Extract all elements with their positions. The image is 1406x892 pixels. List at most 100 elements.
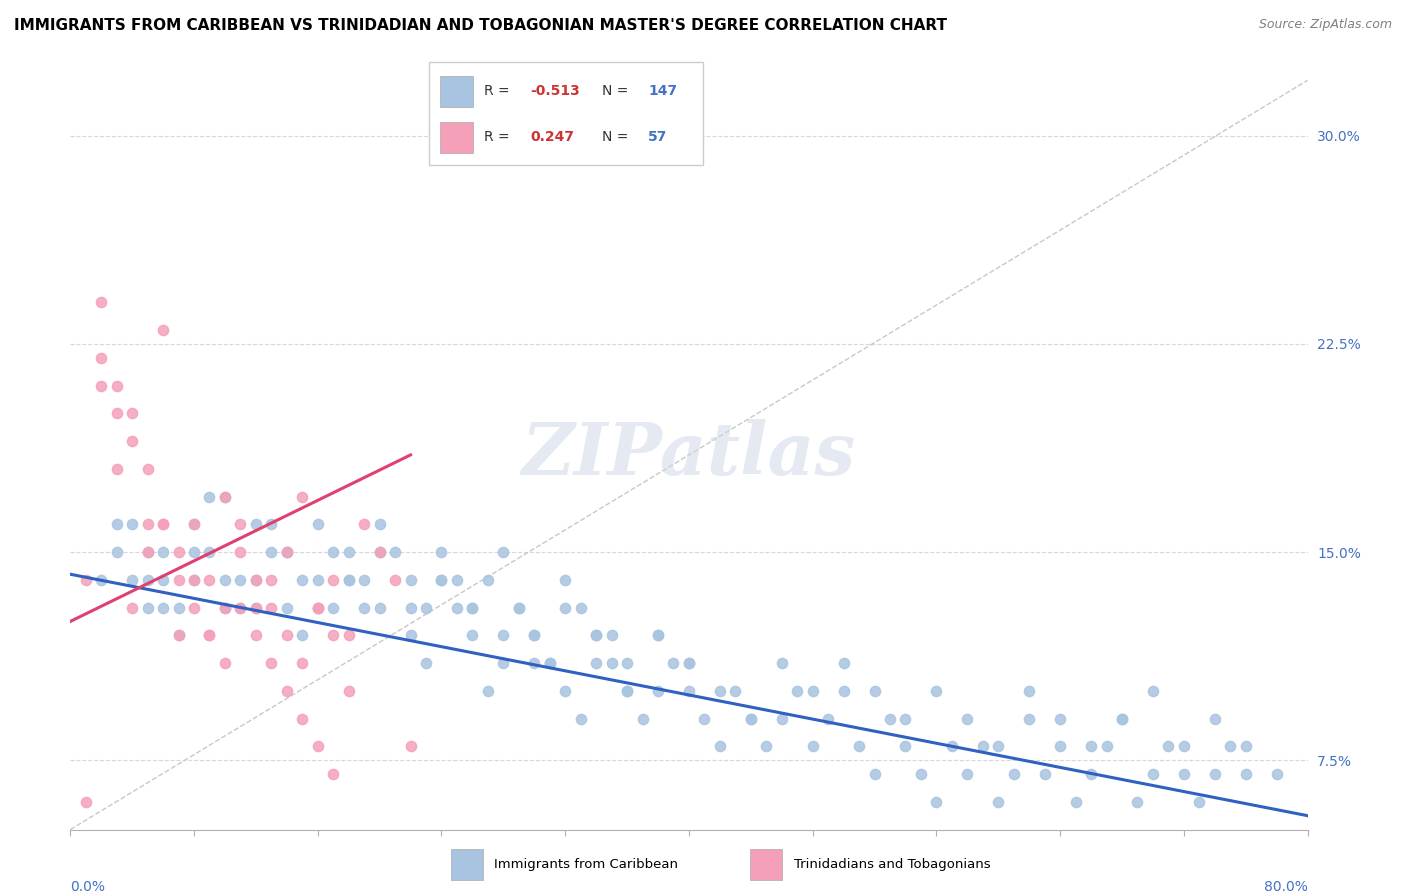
- Point: [430, 573, 453, 587]
- Point: [523, 656, 546, 670]
- Point: [1064, 795, 1087, 809]
- Point: [863, 767, 886, 781]
- Point: [616, 683, 638, 698]
- Text: N =: N =: [602, 84, 633, 98]
- Point: [245, 573, 267, 587]
- Point: [569, 600, 592, 615]
- Point: [198, 545, 221, 559]
- Point: [1018, 712, 1040, 726]
- Point: [492, 656, 515, 670]
- Point: [136, 545, 159, 559]
- Point: [276, 628, 298, 642]
- Point: [229, 545, 252, 559]
- Point: [291, 490, 314, 504]
- Point: [167, 573, 190, 587]
- Point: [105, 378, 128, 392]
- Point: [214, 573, 236, 587]
- Point: [1173, 739, 1195, 754]
- Point: [461, 600, 484, 615]
- Point: [322, 767, 344, 781]
- Point: [1049, 739, 1071, 754]
- Text: R =: R =: [484, 84, 513, 98]
- Point: [538, 656, 561, 670]
- Point: [368, 517, 391, 532]
- Point: [152, 323, 174, 337]
- Text: N =: N =: [602, 130, 633, 145]
- Text: -0.513: -0.513: [530, 84, 581, 98]
- Point: [508, 600, 530, 615]
- Point: [1204, 712, 1226, 726]
- Point: [925, 683, 948, 698]
- Point: [291, 656, 314, 670]
- Point: [801, 739, 824, 754]
- Point: [523, 628, 546, 642]
- Point: [229, 517, 252, 532]
- Point: [678, 683, 700, 698]
- Point: [384, 573, 406, 587]
- Point: [801, 683, 824, 698]
- Point: [136, 462, 159, 476]
- Point: [291, 628, 314, 642]
- Point: [1173, 767, 1195, 781]
- Point: [1142, 683, 1164, 698]
- Point: [770, 712, 793, 726]
- Point: [136, 517, 159, 532]
- Point: [322, 628, 344, 642]
- Point: [276, 545, 298, 559]
- Point: [430, 545, 453, 559]
- Point: [198, 573, 221, 587]
- Point: [105, 545, 128, 559]
- Point: [136, 600, 159, 615]
- Point: [90, 351, 112, 365]
- Point: [1234, 767, 1257, 781]
- Point: [1018, 683, 1040, 698]
- Point: [616, 656, 638, 670]
- Point: [152, 517, 174, 532]
- Point: [229, 600, 252, 615]
- Point: [987, 795, 1010, 809]
- Point: [75, 795, 97, 809]
- Bar: [451, 849, 482, 880]
- Point: [832, 683, 855, 698]
- Point: [1157, 739, 1180, 754]
- Point: [183, 573, 205, 587]
- Point: [353, 573, 375, 587]
- Point: [152, 517, 174, 532]
- Point: [322, 545, 344, 559]
- Point: [183, 517, 205, 532]
- Point: [894, 712, 917, 726]
- Point: [585, 656, 607, 670]
- Text: Immigrants from Caribbean: Immigrants from Caribbean: [495, 858, 678, 871]
- Text: R =: R =: [484, 130, 513, 145]
- Point: [183, 600, 205, 615]
- Point: [198, 628, 221, 642]
- Point: [245, 600, 267, 615]
- Point: [538, 656, 561, 670]
- Point: [322, 573, 344, 587]
- Point: [368, 600, 391, 615]
- Point: [446, 600, 468, 615]
- Point: [554, 683, 576, 698]
- Point: [136, 545, 159, 559]
- Point: [260, 600, 283, 615]
- Point: [152, 545, 174, 559]
- Point: [214, 656, 236, 670]
- Point: [492, 545, 515, 559]
- Point: [260, 656, 283, 670]
- Point: [276, 600, 298, 615]
- Point: [152, 600, 174, 615]
- Point: [307, 739, 329, 754]
- Point: [353, 517, 375, 532]
- Point: [198, 490, 221, 504]
- Point: [1095, 739, 1118, 754]
- Point: [1219, 739, 1241, 754]
- Text: Source: ZipAtlas.com: Source: ZipAtlas.com: [1258, 18, 1392, 31]
- Point: [956, 767, 979, 781]
- Point: [770, 656, 793, 670]
- Point: [105, 406, 128, 420]
- Point: [662, 656, 685, 670]
- Point: [260, 573, 283, 587]
- Point: [245, 628, 267, 642]
- Point: [1126, 795, 1149, 809]
- Point: [121, 434, 143, 448]
